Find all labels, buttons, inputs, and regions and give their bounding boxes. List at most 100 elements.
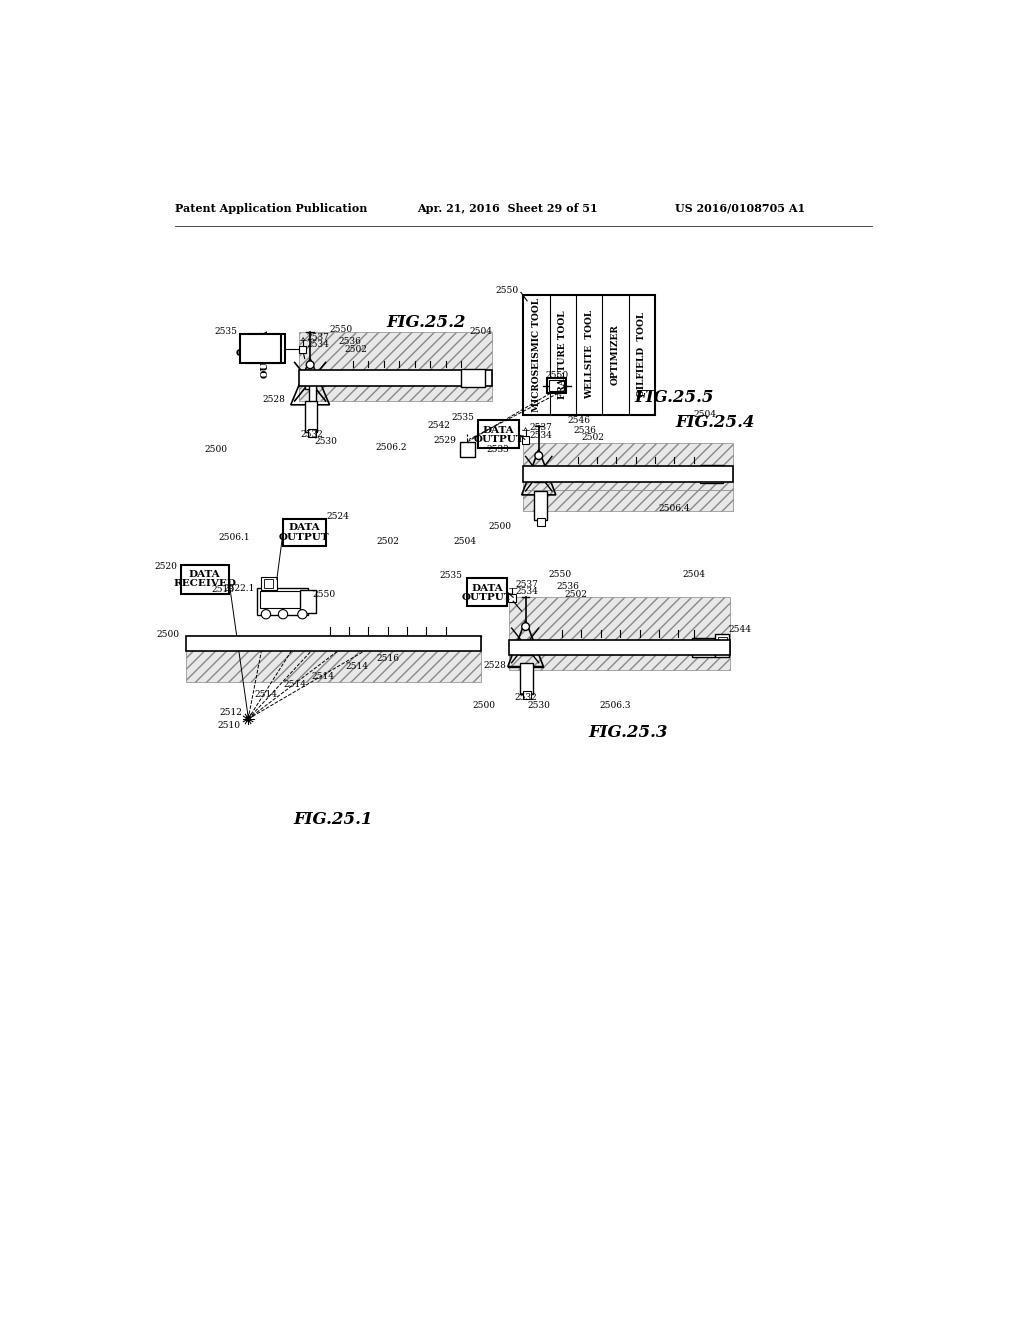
Text: OUTPUT: OUTPUT <box>236 348 286 358</box>
Text: 2502: 2502 <box>376 537 399 546</box>
Circle shape <box>700 644 708 651</box>
Text: 2510: 2510 <box>217 721 241 730</box>
Text: 2514: 2514 <box>283 680 306 689</box>
Text: 2536: 2536 <box>557 582 580 591</box>
Text: DATA: DATA <box>245 339 276 348</box>
Bar <box>260 591 302 609</box>
Text: OPTIMIZER: OPTIMIZER <box>611 325 620 385</box>
Text: 2504: 2504 <box>693 411 717 420</box>
Bar <box>508 594 515 602</box>
Bar <box>538 517 545 525</box>
Bar <box>299 331 493 378</box>
Bar <box>461 368 484 387</box>
Text: 2535: 2535 <box>439 572 463 581</box>
Text: 2500: 2500 <box>488 521 512 531</box>
Bar <box>716 635 729 657</box>
Text: 2504: 2504 <box>469 327 492 337</box>
Text: 2502: 2502 <box>344 345 367 354</box>
Text: 2528: 2528 <box>483 660 506 669</box>
Text: FIG.25.1: FIG.25.1 <box>294 810 373 828</box>
Text: OUTPUT: OUTPUT <box>261 331 269 379</box>
Bar <box>351 636 357 642</box>
Bar <box>261 577 276 590</box>
Text: 2514: 2514 <box>311 672 335 681</box>
Bar <box>521 437 529 444</box>
Bar <box>523 466 732 482</box>
Text: 2512: 2512 <box>220 709 243 717</box>
Text: DATA: DATA <box>471 583 503 593</box>
Bar <box>520 640 532 655</box>
Bar <box>478 420 518 447</box>
Text: FIG.25.3: FIG.25.3 <box>588 723 668 741</box>
Text: 2506.2: 2506.2 <box>376 444 408 453</box>
Bar <box>295 636 302 642</box>
Text: 2529: 2529 <box>434 436 457 445</box>
Text: MICROSEISMIC TOOL: MICROSEISMIC TOOL <box>531 298 541 412</box>
Bar <box>520 663 532 693</box>
Bar <box>186 636 480 651</box>
Text: 2516: 2516 <box>376 655 399 664</box>
Bar <box>309 376 315 404</box>
Text: OUTPUT: OUTPUT <box>473 436 523 444</box>
Bar <box>241 334 281 363</box>
Text: DATA: DATA <box>261 329 269 359</box>
Bar <box>509 640 730 655</box>
Bar <box>509 647 730 671</box>
Bar <box>700 465 723 483</box>
Text: 2550: 2550 <box>549 570 572 578</box>
Text: 2522.1: 2522.1 <box>223 583 254 593</box>
Text: 2536: 2536 <box>338 337 360 346</box>
Text: 2542: 2542 <box>428 421 451 430</box>
Text: 2537: 2537 <box>306 333 329 342</box>
Circle shape <box>469 374 477 381</box>
Text: 2537: 2537 <box>529 422 552 432</box>
Text: 2500: 2500 <box>157 630 180 639</box>
Text: 2524: 2524 <box>327 512 349 521</box>
Text: 2506.4: 2506.4 <box>658 504 690 513</box>
Bar <box>523 692 531 700</box>
Text: 2520: 2520 <box>155 562 177 572</box>
Text: 2550: 2550 <box>330 325 352 334</box>
Text: DATA: DATA <box>482 426 514 434</box>
Text: 2550: 2550 <box>496 286 518 296</box>
Text: 2532: 2532 <box>300 429 323 438</box>
Text: 2514: 2514 <box>345 663 368 671</box>
Bar <box>460 442 475 457</box>
Text: 2537: 2537 <box>515 579 539 589</box>
Text: 2506.1: 2506.1 <box>219 533 251 541</box>
Circle shape <box>298 610 307 619</box>
Text: 2500: 2500 <box>472 701 496 710</box>
Text: 2506.3: 2506.3 <box>599 701 631 710</box>
Bar <box>246 334 285 363</box>
Bar <box>467 578 507 606</box>
Text: 2550: 2550 <box>545 371 568 380</box>
Bar <box>299 370 493 385</box>
Circle shape <box>306 360 314 368</box>
Text: 2504: 2504 <box>683 570 706 578</box>
Bar <box>718 636 727 651</box>
Text: 2500: 2500 <box>204 445 227 454</box>
Bar <box>523 296 655 414</box>
Bar <box>547 378 566 393</box>
Bar <box>535 491 547 520</box>
Text: RECEIVED: RECEIVED <box>173 579 237 587</box>
Bar <box>308 429 315 437</box>
Bar <box>180 565 228 594</box>
Text: 2533: 2533 <box>486 445 509 454</box>
Text: DATA: DATA <box>188 570 220 578</box>
Text: 2502: 2502 <box>582 433 604 442</box>
Bar <box>523 490 732 511</box>
Bar <box>692 638 716 656</box>
Bar <box>299 378 493 401</box>
Bar <box>305 378 316 389</box>
Text: 2518: 2518 <box>212 585 234 594</box>
Text: 2502: 2502 <box>564 590 587 599</box>
Text: 2534: 2534 <box>529 432 552 440</box>
Text: FIG.25.2: FIG.25.2 <box>387 314 466 331</box>
Text: US 2016/0108705 A1: US 2016/0108705 A1 <box>675 203 805 214</box>
Text: 2535: 2535 <box>214 327 238 337</box>
Text: 2514: 2514 <box>254 690 278 698</box>
Text: 2530: 2530 <box>314 437 337 446</box>
Bar <box>300 590 315 612</box>
Bar <box>523 444 732 490</box>
